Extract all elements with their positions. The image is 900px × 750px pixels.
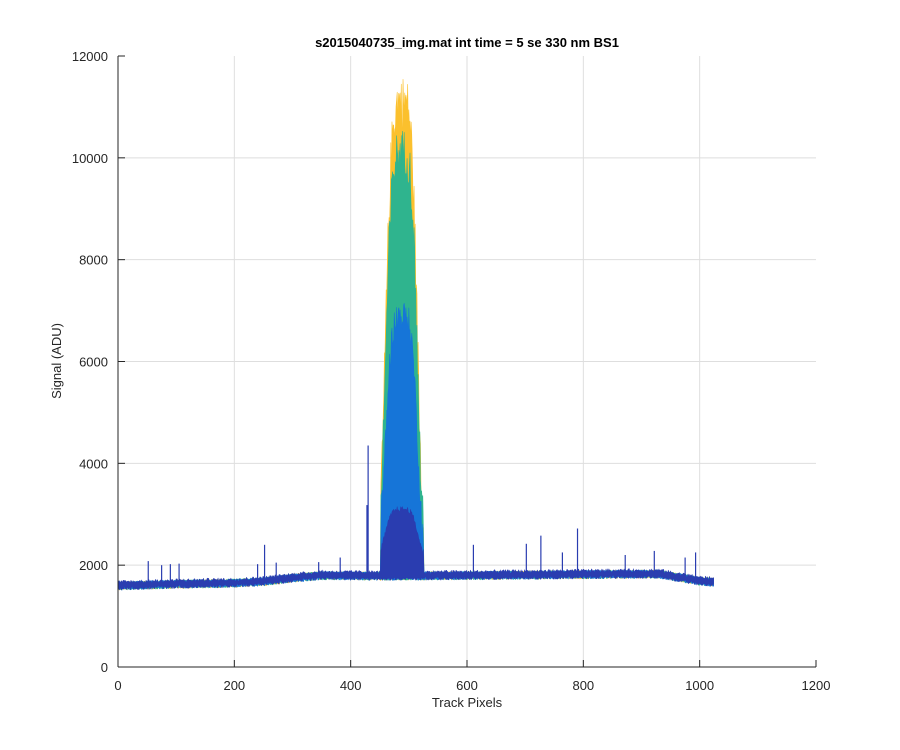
x-tick-label: 800 — [572, 678, 594, 693]
x-tick-label: 1000 — [685, 678, 714, 693]
x-tick-label: 1200 — [802, 678, 831, 693]
series-envelope — [118, 506, 714, 591]
y-tick-label: 4000 — [79, 456, 108, 471]
grid — [118, 56, 816, 667]
ticks: 0 200 400 600 800 1000 12000200040006000800010… — [72, 49, 831, 693]
y-tick-label: 0 — [101, 660, 108, 675]
x-axis-label: Track Pixels — [432, 695, 503, 710]
x-tick-label: 200 — [223, 678, 245, 693]
y-axis-label: Signal (ADU) — [49, 323, 64, 399]
chart-title: s2015040735_img.mat int time = 5 se 330 … — [315, 35, 619, 50]
plot-series — [118, 79, 714, 591]
y-tick-label: 8000 — [79, 253, 108, 268]
x-tick-label: 600 — [456, 678, 478, 693]
y-tick-label: 12000 — [72, 49, 108, 64]
y-tick-label: 2000 — [79, 558, 108, 573]
x-tick-label: 0 — [114, 678, 121, 693]
y-tick-label: 10000 — [72, 151, 108, 166]
y-tick-label: 6000 — [79, 355, 108, 370]
x-tick-label: 400 — [340, 678, 362, 693]
